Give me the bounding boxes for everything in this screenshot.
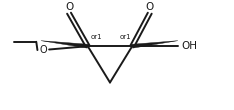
Text: O: O (65, 2, 73, 12)
Polygon shape (132, 41, 178, 48)
Polygon shape (41, 41, 88, 48)
Text: or1: or1 (119, 34, 131, 40)
Text: O: O (40, 45, 47, 55)
Text: O: O (146, 2, 154, 12)
Text: or1: or1 (91, 34, 102, 40)
Text: OH: OH (181, 41, 197, 51)
